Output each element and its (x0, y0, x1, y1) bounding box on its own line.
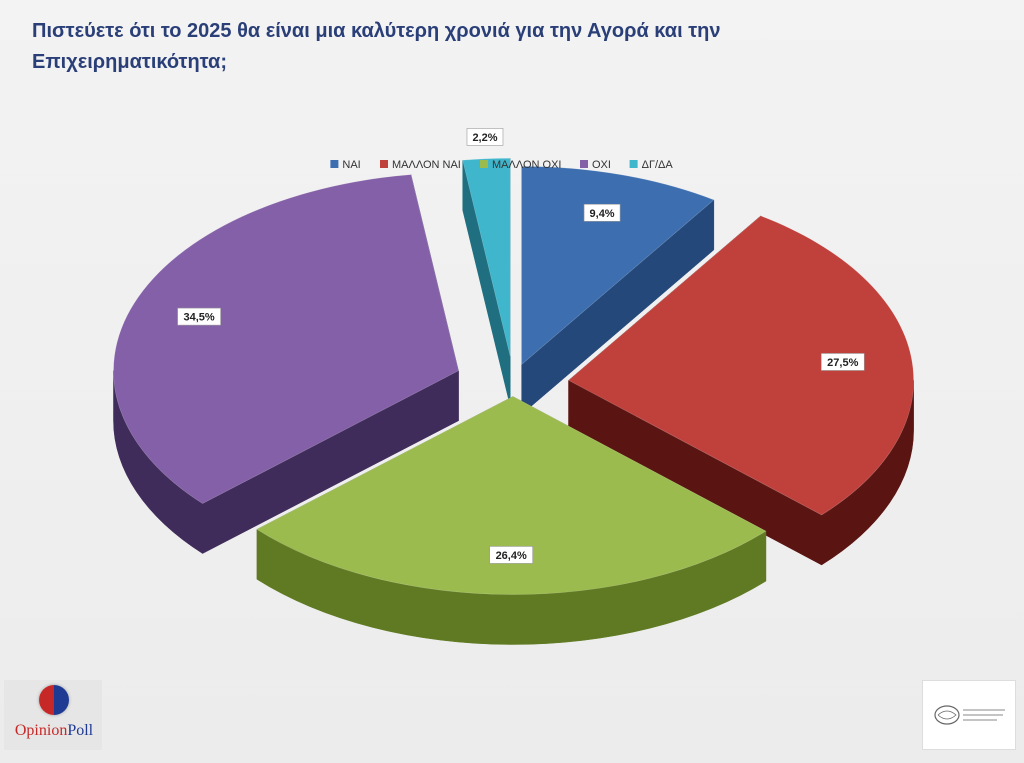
data-label-5: 2,2% (466, 128, 504, 146)
pie-top-faces (113, 157, 914, 595)
svg-text:34,5%: 34,5% (183, 312, 214, 324)
chamber-seal-logo (922, 680, 1016, 750)
legend-label: ΜΑΛΛΟΝ ΟΧΙ (492, 159, 561, 171)
svg-text:2,2%: 2,2% (472, 132, 497, 144)
data-label-1: 9,4% (583, 203, 621, 222)
slice-ναι-top (521, 166, 715, 365)
legend-label: ΜΑΛΛΟΝ ΝΑΙ (392, 159, 461, 171)
pie-chart: 9,4% 27,5% 26,4% 34,5% 2,2% ΝΑΙ ΜΑΛΛΟΝ ΝΑΙ ΜΑΛΛ… (113, 128, 914, 645)
legend-item: ΟΧΙ (580, 159, 611, 171)
logo-circle-icon (39, 685, 69, 715)
slice-μαλλον-οχι-top (256, 396, 767, 595)
title-line-2: Επιχειρηματικότητα; (32, 51, 227, 73)
svg-text:27,5%: 27,5% (827, 357, 858, 369)
data-label-2: 27,5% (820, 353, 865, 371)
legend-item: ΜΑΛΛΟΝ ΝΑΙ (380, 159, 461, 171)
legend-item: ΜΑΛΛΟΝ ΟΧΙ (480, 159, 561, 171)
legend-label: ΔΓ/ΔΑ (642, 159, 674, 171)
data-label-3: 26,4% (489, 546, 533, 564)
slice-μαλλον-ναι-top (568, 215, 914, 516)
title-line-1: Πιστεύετε ότι το 2025 θα είναι μια καλύτ… (32, 20, 721, 42)
legend-swatch (580, 160, 588, 168)
legend-item: ΝΑΙ (330, 159, 361, 171)
legend-swatch (480, 160, 488, 168)
legend-label: ΟΧΙ (592, 159, 611, 171)
slice-οχι-top (113, 174, 459, 504)
legend-swatch (380, 160, 388, 168)
legend-swatch (629, 160, 638, 168)
legend-swatch (330, 160, 339, 168)
svg-text:9,4%: 9,4% (590, 208, 615, 220)
svg-text:26,4%: 26,4% (496, 550, 527, 562)
data-labels: 9,4% 27,5% 26,4% 34,5% 2,2% (177, 128, 865, 564)
data-label-4: 34,5% (177, 307, 221, 326)
opinionpoll-logo: OpinionPoll (4, 680, 102, 750)
slice-ναι-radial-wall (521, 199, 715, 415)
legend-label: ΝΑΙ (342, 159, 360, 171)
legend-item: ΔΓ/ΔΑ (629, 159, 674, 171)
legend: ΝΑΙ ΜΑΛΛΟΝ ΝΑΙ ΜΑΛΛΟΝ ΟΧΙ ΟΧΙ ΔΓ/ΔΑ (330, 159, 673, 171)
page-title: Πιστεύετε ότι το 2025 θα είναι μια καλύτ… (32, 16, 932, 78)
slice-δγ-δα-top (462, 157, 511, 357)
logo-brand-text: OpinionPoll (14, 722, 94, 739)
